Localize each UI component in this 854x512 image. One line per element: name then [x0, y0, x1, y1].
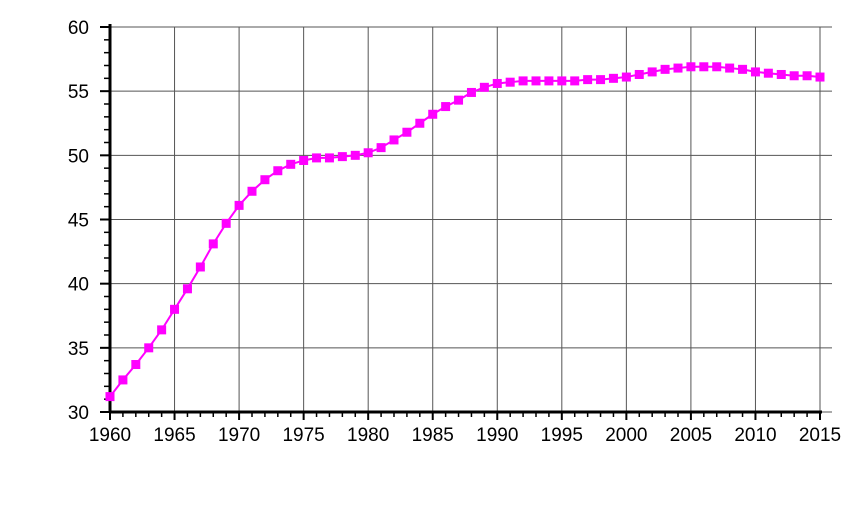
data-point-marker	[363, 148, 373, 158]
data-point-marker	[531, 76, 541, 86]
data-point-marker	[763, 68, 773, 78]
y-tick-label: 60	[68, 18, 89, 39]
y-tick-label: 40	[68, 275, 89, 296]
data-point-marker	[686, 62, 696, 72]
data-point-marker	[505, 77, 515, 87]
data-point-marker	[660, 64, 670, 74]
data-point-marker	[479, 82, 489, 92]
data-point-marker	[337, 152, 347, 162]
x-tick-label: 2005	[670, 425, 712, 446]
data-point-marker	[557, 76, 567, 86]
data-point-marker	[157, 325, 167, 335]
data-point-marker	[402, 127, 412, 137]
data-point-marker	[286, 159, 296, 169]
y-tick-label: 45	[68, 211, 89, 232]
data-point-marker	[583, 75, 593, 85]
data-point-marker	[441, 102, 451, 112]
data-point-marker	[492, 78, 502, 88]
data-point-marker	[815, 72, 825, 82]
x-tick-label: 1980	[347, 425, 389, 446]
x-tick-label: 2015	[799, 425, 841, 446]
data-point-marker	[454, 95, 464, 105]
data-point-marker	[699, 62, 709, 72]
data-point-marker	[170, 304, 180, 314]
y-tick-label: 50	[68, 146, 89, 167]
data-point-marker	[131, 360, 141, 370]
data-point-marker	[725, 63, 735, 73]
data-point-marker	[350, 150, 360, 160]
data-point-marker	[712, 62, 722, 72]
data-point-marker	[738, 64, 748, 74]
x-tick-label: 1970	[218, 425, 260, 446]
data-point-marker	[596, 75, 606, 85]
x-tick-label: 1960	[89, 425, 131, 446]
y-tick-label: 35	[68, 339, 89, 360]
data-point-marker	[195, 262, 205, 272]
data-point-marker	[621, 72, 631, 82]
data-point-marker	[518, 76, 528, 86]
data-point-marker	[789, 71, 799, 81]
data-point-marker	[299, 155, 309, 165]
data-point-marker	[750, 67, 760, 77]
data-point-marker	[544, 76, 554, 86]
x-tick-label: 1990	[476, 425, 518, 446]
data-point-marker	[312, 153, 322, 163]
data-point-marker	[634, 69, 644, 79]
y-tick-labels: 30 35 40 45 50 55 60	[68, 18, 89, 424]
data-point-marker	[428, 109, 438, 119]
data-point-marker	[802, 71, 812, 81]
data-point-marker	[273, 166, 283, 176]
data-point-marker	[208, 239, 218, 249]
data-point-marker	[376, 143, 386, 153]
data-point-marker	[608, 73, 618, 83]
x-tick-label: 1995	[541, 425, 583, 446]
y-tick-label: 55	[68, 82, 89, 103]
x-tick-label: 1965	[153, 425, 195, 446]
axes	[108, 24, 822, 414]
data-point-marker	[234, 200, 244, 210]
data-point-marker	[260, 175, 270, 185]
data-point-marker	[647, 67, 657, 77]
data-point-marker	[118, 375, 128, 385]
data-point-marker	[105, 392, 115, 402]
data-point-marker	[389, 135, 399, 145]
grid	[109, 26, 832, 413]
x-tick-label: 2010	[734, 425, 776, 446]
x-tick-label: 1985	[412, 425, 454, 446]
data-point-marker	[221, 218, 231, 228]
y-tick-label: 30	[68, 403, 89, 424]
axis-ticks	[100, 26, 821, 420]
series	[105, 62, 825, 402]
data-point-marker	[247, 186, 257, 196]
data-point-marker	[144, 343, 154, 353]
data-point-marker	[415, 118, 425, 128]
data-point-marker	[466, 87, 476, 97]
data-point-marker	[324, 153, 334, 163]
x-tick-labels: 1960 1965 1970 1975 1980 1985 1990 1995 2000 2005…	[89, 425, 841, 446]
x-tick-label: 2000	[605, 425, 647, 446]
series-line	[109, 65, 821, 398]
data-point-marker	[673, 63, 683, 73]
data-point-marker	[570, 76, 580, 86]
x-tick-label: 1975	[282, 425, 324, 446]
data-point-marker	[182, 284, 192, 294]
data-point-marker	[776, 69, 786, 79]
